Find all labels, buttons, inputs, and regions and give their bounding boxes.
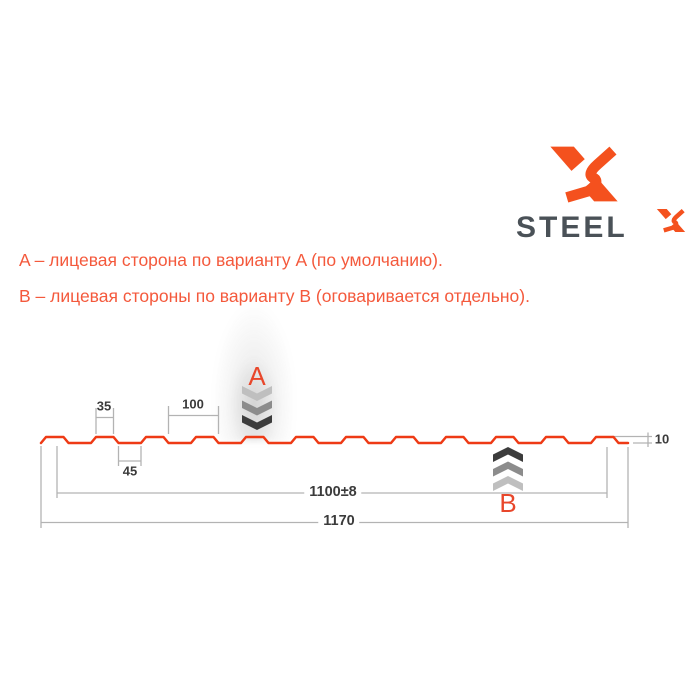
dim-pitch: 100 [182,396,204,412]
dim-profile-height: 10 [654,431,670,447]
smudge-artifact [212,300,296,442]
marker-a-label: A [248,361,266,391]
dim-rib-top-width: 35 [96,398,112,414]
face-b-chevrons-icon [493,447,523,491]
note-variant-a: A – лицевая сторона по варианту A (по ум… [19,250,443,270]
brand-wordmark: STEEL [516,211,628,244]
dim-10-lines [612,432,652,447]
dim-rib-base-width: 45 [122,463,138,479]
note-variant-b: B – лицевая стороны по варианту B (огова… [19,286,530,306]
dim-35-lines [95,408,115,434]
profile-outline [39,435,630,445]
dim-45-lines [117,446,142,466]
dim-working-width: 1100±8 [304,485,362,500]
dim-100-lines [167,406,220,434]
dim-overall-width: 1170 [318,514,360,529]
face-a-chevrons-icon [242,386,272,430]
marker-b-label: B [499,488,517,518]
